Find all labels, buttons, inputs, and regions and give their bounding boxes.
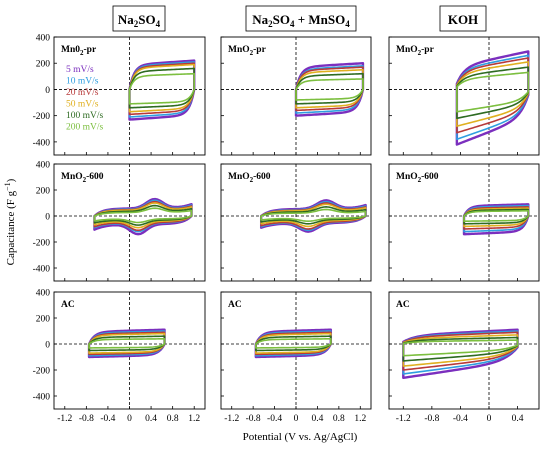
- panel-label: Mn02-pr: [61, 45, 97, 57]
- column-title-na2so4-mnso4: Na2SO4 + MnSO4: [245, 5, 357, 32]
- cv-loop-200mvs: [93, 207, 193, 224]
- x-tick-label: 0.4: [512, 414, 524, 424]
- x-tick-label: -0.4: [453, 414, 468, 424]
- panel-label: MnO2-600: [396, 172, 439, 184]
- column-title-koh: KOH: [439, 5, 487, 32]
- panel-r2-c0: 400 200 0 -200 -400 -1.2 -0.8 -0.4 0 0.4 0.8 1.2 AC: [33, 289, 206, 424]
- cv-loop-50mvs: [128, 63, 196, 113]
- y-tick-label: -200: [33, 112, 51, 122]
- y-tick-label: 400: [36, 34, 51, 44]
- panel-label: MnO2-600: [61, 172, 104, 184]
- legend-entry: 100 mV/s: [66, 111, 104, 121]
- legend-entry: 20 mV/s: [66, 88, 99, 98]
- panel-r1-c0: 400 200 0 -200 -400 MnO2-600: [33, 161, 206, 282]
- legend-entry: 5 mV/s: [66, 65, 94, 75]
- legend-entry: 50 mV/s: [66, 100, 99, 110]
- x-tick-label: 0: [487, 414, 492, 424]
- svg-text:Na2SO4 + MnSO4: Na2SO4 + MnSO4: [252, 12, 350, 29]
- y-tick-label: -200: [33, 239, 51, 249]
- x-axis-title: Potential (V vs. Ag/AgCl): [243, 431, 358, 443]
- x-tick-label: -1.2: [57, 414, 72, 424]
- y-tick-label: -400: [33, 393, 51, 403]
- panel-frame: [388, 291, 540, 410]
- svg-text:Na2SO4: Na2SO4: [118, 12, 161, 29]
- panel-label: MnO2-600: [228, 172, 271, 184]
- x-tick-label: 1.2: [188, 414, 200, 424]
- panel-label: MnO2-pr: [228, 45, 267, 57]
- y-tick-label: 200: [36, 60, 51, 70]
- x-tick-label: 0.4: [311, 414, 323, 424]
- x-tick-label: -0.8: [246, 414, 261, 424]
- panels: 400 200 0 -200 -400 Mn02-pr 5 mV/s 10 mV/s20 mV…: [33, 34, 540, 424]
- cv-loop-200mvs: [88, 338, 166, 349]
- cv-loop-200mvs: [260, 208, 367, 223]
- panel-frame: [388, 36, 540, 156]
- panel-r2-c1: -1.2 -0.8 -0.4 0 0.4 0.8 1.2 AC: [220, 291, 372, 424]
- x-tick-label: 0.8: [167, 414, 179, 424]
- panel-r0-c2: MnO2-pr: [388, 36, 540, 156]
- y-axis-title: Capacitance (F g−1): [3, 178, 17, 265]
- y-tick-label: -400: [33, 265, 51, 275]
- x-tick-label: -1.2: [396, 414, 411, 424]
- panel-label: AC: [396, 300, 410, 310]
- y-tick-label: -400: [33, 138, 51, 148]
- y-tick-label: 200: [36, 187, 51, 197]
- y-tick-label: 0: [45, 213, 50, 223]
- cv-loop-5mvs: [455, 50, 530, 146]
- x-tick-label: 1.2: [354, 414, 366, 424]
- panel-r1-c2: MnO2-600: [388, 163, 540, 282]
- column-title-na2so4: Na2SO4: [112, 5, 166, 32]
- y-tick-label: 0: [45, 86, 50, 96]
- panel-r0-c1: MnO2-pr: [220, 36, 372, 156]
- panel-label: AC: [61, 300, 75, 310]
- panel-label: MnO2-pr: [396, 45, 435, 57]
- x-tick-label: -0.8: [424, 414, 439, 424]
- cv-loop-200mvs: [463, 210, 530, 222]
- panel-frame: [388, 163, 540, 282]
- panel-r1-c1: MnO2-600: [220, 163, 372, 282]
- x-tick-label: -1.2: [224, 414, 239, 424]
- x-tick-label: -0.8: [79, 414, 94, 424]
- legend-entry: 200 mV/s: [66, 123, 104, 133]
- y-tick-label: 200: [36, 315, 51, 325]
- x-tick-label: -0.4: [267, 414, 282, 424]
- panel-r2-c2: -1.2 -0.8 -0.4 0 0.4 AC: [388, 291, 540, 424]
- cv-loop-200mvs: [255, 338, 332, 349]
- x-tick-label: 0.8: [333, 414, 345, 424]
- y-tick-label: 400: [36, 161, 51, 171]
- y-tick-label: 0: [45, 341, 50, 351]
- y-tick-label: 400: [36, 289, 51, 299]
- legend-entry: 10 mV/s: [66, 77, 99, 87]
- cv-loop-200mvs: [456, 71, 530, 113]
- y-tick-label: -200: [33, 367, 51, 377]
- cv-loop-200mvs: [295, 78, 364, 101]
- cv-loop-200mvs: [402, 339, 519, 357]
- panel-r0-c0: 400 200 0 -200 -400 Mn02-pr 5 mV/s 10 mV/s20 mV…: [33, 34, 206, 156]
- x-tick-label: -0.4: [100, 414, 115, 424]
- x-tick-label: 0.4: [145, 414, 157, 424]
- svg-text:KOH: KOH: [448, 12, 478, 27]
- panel-label: AC: [228, 300, 242, 310]
- x-tick-label: 0: [294, 414, 299, 424]
- cv-loop-200mvs: [128, 72, 196, 105]
- x-tick-label: 0: [127, 414, 132, 424]
